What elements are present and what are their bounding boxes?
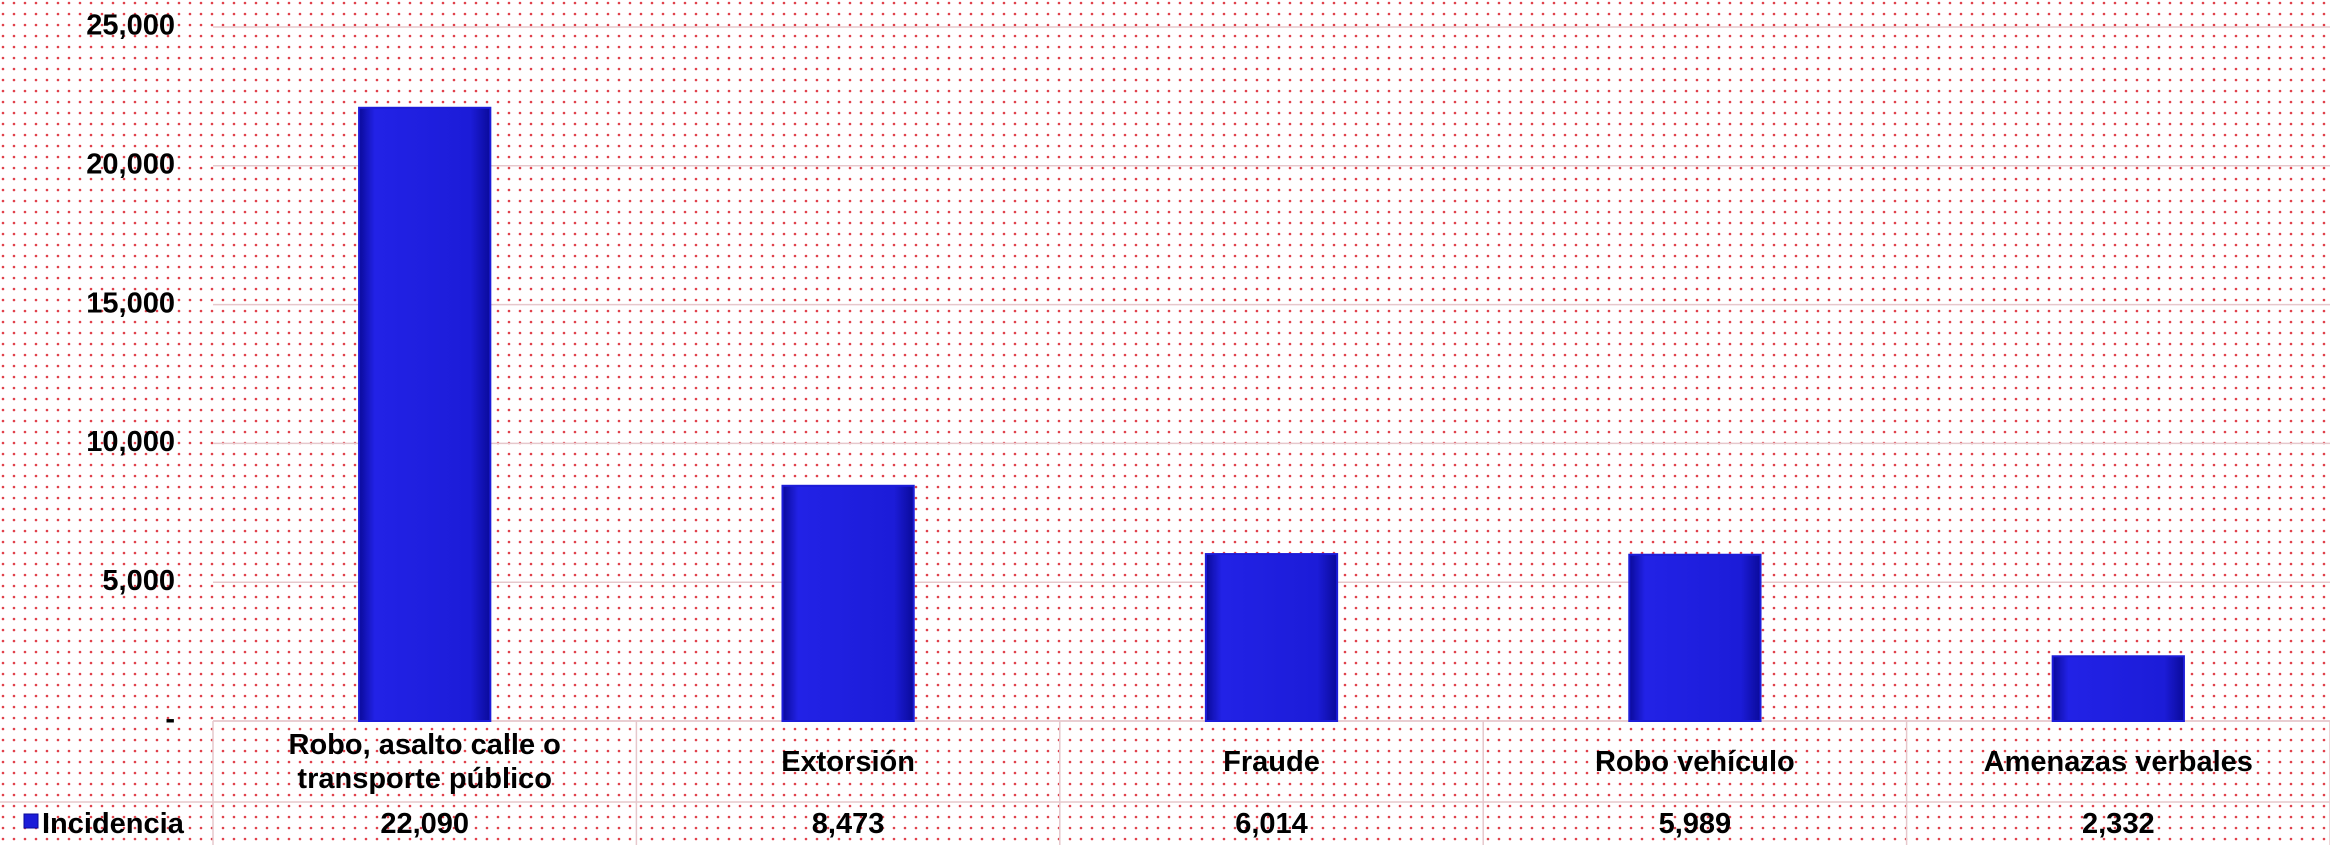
table-value: 5,989 xyxy=(1659,808,1732,840)
legend-swatch xyxy=(23,813,39,829)
bar xyxy=(781,484,915,722)
table-value: 8,473 xyxy=(812,808,885,840)
x-category-cell: Extorsión xyxy=(781,745,915,778)
y-tick-label: 25,000 xyxy=(86,10,175,42)
bar xyxy=(2051,655,2185,722)
x-category-cell: Fraude xyxy=(1223,745,1320,778)
table-value: 2,332 xyxy=(2082,808,2155,840)
y-tick-label: 5,000 xyxy=(102,565,175,597)
y-tick-label: 10,000 xyxy=(86,426,175,458)
table-value: 6,014 xyxy=(1235,808,1308,840)
legend-label: Incidencia xyxy=(42,808,185,840)
x-tick-label: Fraude xyxy=(1223,745,1320,778)
y-tick-label: 15,000 xyxy=(86,287,175,319)
x-tick-label: Extorsión xyxy=(781,745,915,778)
x-tick-label: Amenazas verbales xyxy=(1983,745,2253,778)
x-tick-label: Robo vehículo xyxy=(1594,745,1795,778)
x-category-cell: Robo vehículo xyxy=(1594,745,1795,778)
bar xyxy=(1204,553,1339,722)
x-category-cell: Amenazas verbales xyxy=(1983,745,2253,778)
y-tick-label: 20,000 xyxy=(86,148,175,180)
bar xyxy=(1628,553,1762,722)
x-category-cell: Robo, asalto calle o transporte público xyxy=(288,728,561,795)
table-value: 22,090 xyxy=(380,808,469,840)
y-tick-label: - xyxy=(165,704,175,736)
bar xyxy=(358,106,492,722)
x-tick-label: Robo, asalto calle o transporte público xyxy=(288,728,561,795)
